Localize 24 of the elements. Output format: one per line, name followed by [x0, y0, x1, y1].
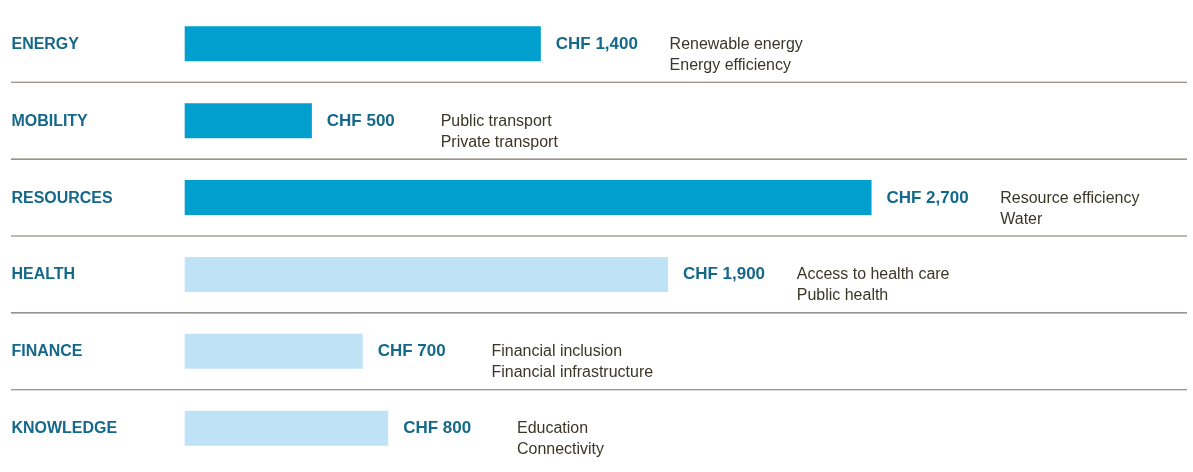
- y-tick-label: FINANCE: [11, 342, 83, 360]
- y-tick-label: RESOURCES: [11, 188, 113, 206]
- data-label: CHF 1,400: [555, 33, 638, 53]
- bar: [184, 410, 389, 446]
- annotation: Financial inclusion Financial infrastructure: [491, 342, 654, 381]
- y-tick-label: HEALTH: [11, 265, 76, 283]
- y-tick-label: MOBILITY: [11, 111, 89, 129]
- annotation: Access to health care Public health: [796, 265, 950, 304]
- y-tick-label: KNOWLEDGE: [11, 419, 118, 437]
- data-label: CHF 500: [326, 110, 395, 130]
- annotation: Renewable energy Energy efficiency: [669, 34, 803, 73]
- text: Resource efficiency Water: [1000, 188, 1140, 227]
- bar: [184, 180, 872, 216]
- y-tick-label: ENERGY: [11, 34, 80, 52]
- annotation: Education Connectivity: [516, 419, 604, 458]
- bar: [184, 103, 312, 139]
- data-label: CHF 1,900: [683, 264, 766, 284]
- bar: [184, 26, 541, 62]
- bar: [184, 333, 363, 369]
- data-label: CHF 2,700: [886, 187, 969, 207]
- data-label: CHF 700: [377, 341, 446, 361]
- bar: [184, 256, 669, 292]
- data-label: CHF 800: [403, 418, 472, 438]
- annotation: Public transport Private transport: [440, 111, 559, 150]
